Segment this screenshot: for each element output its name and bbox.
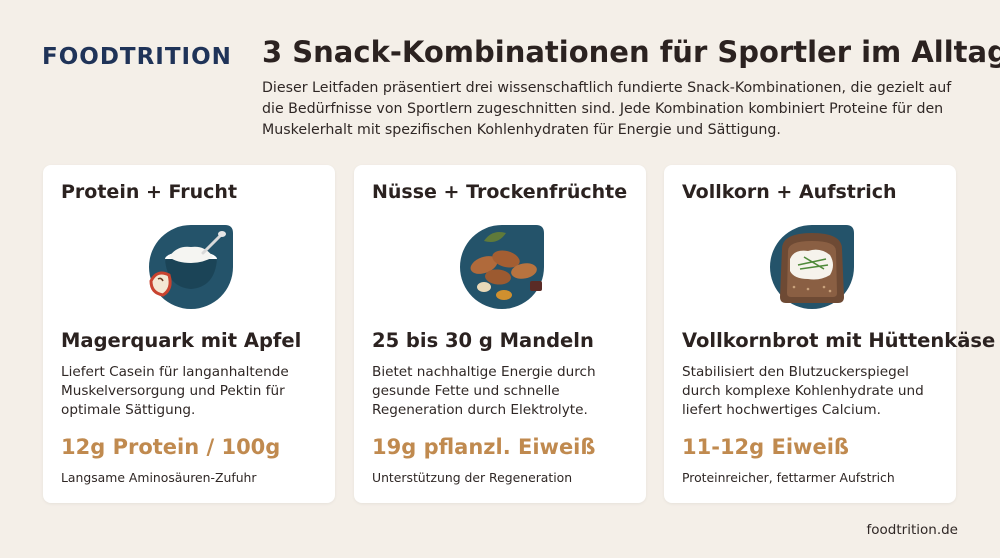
- card-heading: Magerquark mit Apfel: [61, 329, 302, 352]
- snack-card-nuts-dried-fruit: Nüsse + Trockenfrüchte 25 bis 30 g Mande…: [354, 165, 646, 503]
- card-note: Langsame Aminosäuren-Zufuhr: [61, 470, 257, 485]
- card-stat: 19g pflanzl. Eiweiß: [372, 435, 596, 459]
- card-description: Bietet nachhaltige Energie durch gesunde…: [372, 364, 596, 418]
- snack-card-wholegrain-spread: Vollkorn + Aufstrich Vollkornbrot mit Hü…: [664, 165, 995, 503]
- card-note: Proteinreicher, fettarmer Aufstrich: [682, 470, 895, 485]
- card-heading: Vollkornbrot mit Hüttenkäse: [682, 329, 996, 352]
- snack-card-protein-fruit: Protein + Frucht Magerquark mit Apfel Li…: [43, 165, 335, 503]
- yogurt-bowl-apple-icon: [143, 219, 239, 315]
- card-stat: 11-12g Eiweiß: [682, 435, 849, 459]
- card-note: Unterstützung der Regeneration: [372, 470, 573, 485]
- card-title: Protein + Frucht: [61, 181, 238, 203]
- wholegrain-bread-cottage-cheese-icon: [764, 219, 860, 315]
- card-title: Nüsse + Trockenfrüchte: [372, 181, 628, 203]
- card-description: Liefert Casein für langanhaltende Muskel…: [61, 364, 289, 418]
- footer-domain: foodtrition.de: [866, 522, 958, 538]
- intro-text: Dieser Leitfaden präsentiert drei wissen…: [262, 80, 952, 138]
- card-title: Vollkorn + Aufstrich: [682, 181, 897, 203]
- card-heading: 25 bis 30 g Mandeln: [372, 329, 594, 352]
- card-description: Stabilisiert den Blutzuckerspiegel durch…: [682, 364, 924, 418]
- card-stat: 12g Protein / 100g: [61, 435, 281, 459]
- page-title: 3 Snack-Kombinationen für Sportler im Al…: [262, 35, 1000, 69]
- brand-logo: FOODTRITION: [42, 44, 232, 70]
- almonds-dried-fruit-icon: [454, 219, 550, 315]
